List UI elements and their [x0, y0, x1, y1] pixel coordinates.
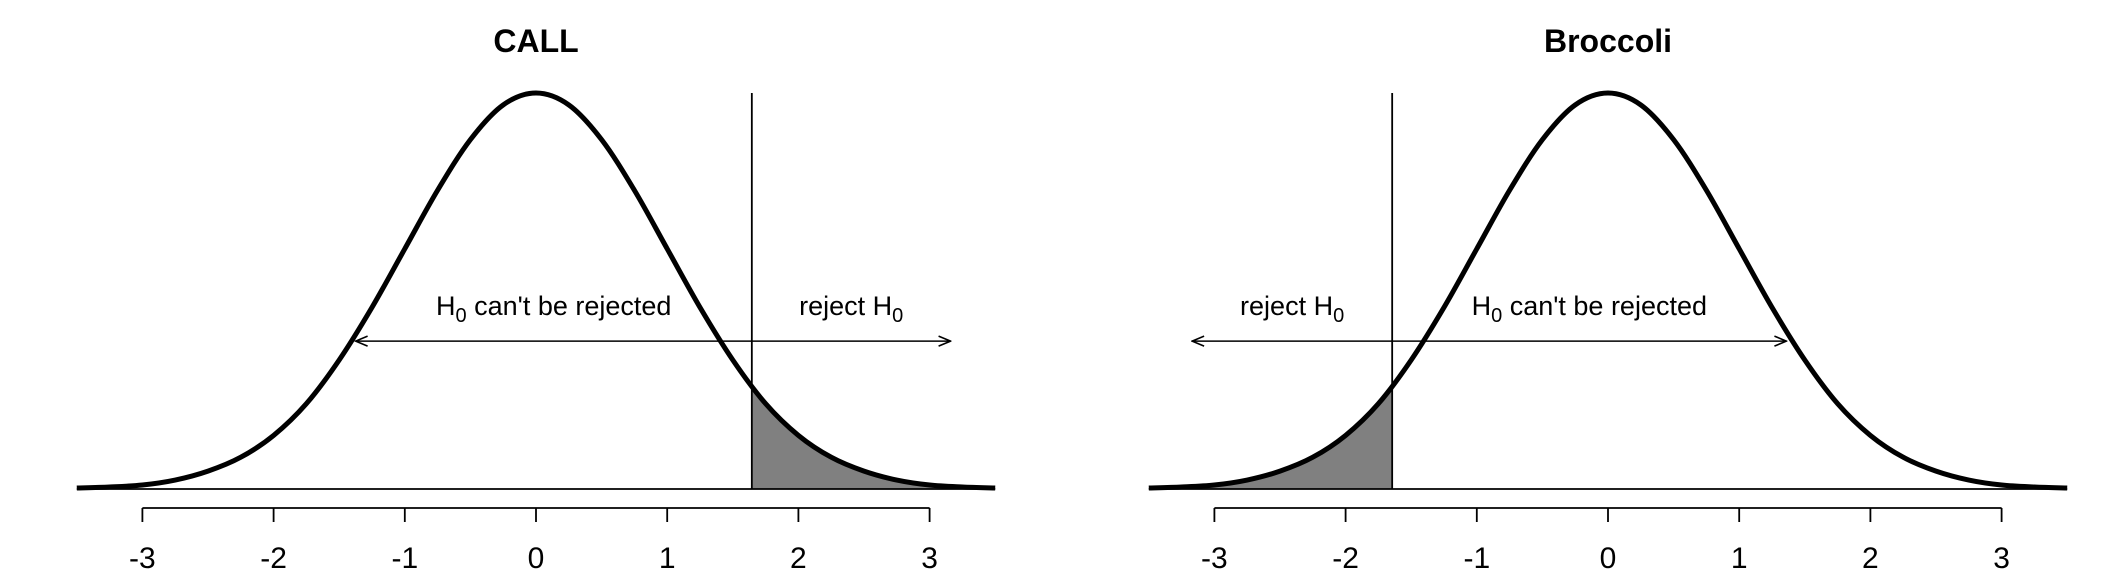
annotation-part: 0	[1333, 305, 1344, 327]
annotation-part: 0	[456, 305, 467, 327]
annotation: H0 can't be rejected	[1472, 291, 1707, 327]
annotation-part: H	[436, 291, 456, 321]
annotation: reject H0	[1240, 291, 1344, 327]
density-curve	[1148, 90, 2068, 491]
x-tick-label: 0	[1600, 542, 1617, 575]
x-tick-label: -2	[260, 542, 287, 575]
x-tick-label: -3	[129, 542, 156, 575]
x-tick-label: 2	[790, 542, 807, 575]
annotation-part: can't be rejected	[1502, 291, 1707, 321]
x-tick-label: -1	[391, 542, 418, 575]
x-tick-label: 0	[528, 542, 545, 575]
x-tick-label: -3	[1201, 542, 1228, 575]
annotation-part: reject H	[799, 291, 892, 321]
x-tick-label: 1	[1731, 542, 1748, 575]
annotation-part: 0	[892, 305, 903, 327]
annotation-part: 0	[1491, 305, 1502, 327]
annotation: H0 can't be rejected	[436, 291, 671, 327]
annotation-part: H	[1472, 291, 1492, 321]
chart-title: CALL	[493, 23, 578, 59]
annotation-part: reject H	[1240, 291, 1333, 321]
x-tick-label: 3	[921, 542, 938, 575]
x-tick-label: 2	[1862, 542, 1879, 575]
annotation: reject H0	[799, 291, 903, 327]
x-tick-label: 3	[1993, 542, 2010, 575]
rejection-region	[751, 385, 996, 489]
chart-title: Broccoli	[1544, 23, 1672, 59]
annotation-part: can't be rejected	[467, 291, 672, 321]
x-tick-label: 1	[659, 542, 676, 575]
rejection-region	[1148, 385, 1393, 489]
x-tick-label: -2	[1332, 542, 1359, 575]
density-curve	[76, 90, 996, 491]
x-tick-label: -1	[1463, 542, 1490, 575]
